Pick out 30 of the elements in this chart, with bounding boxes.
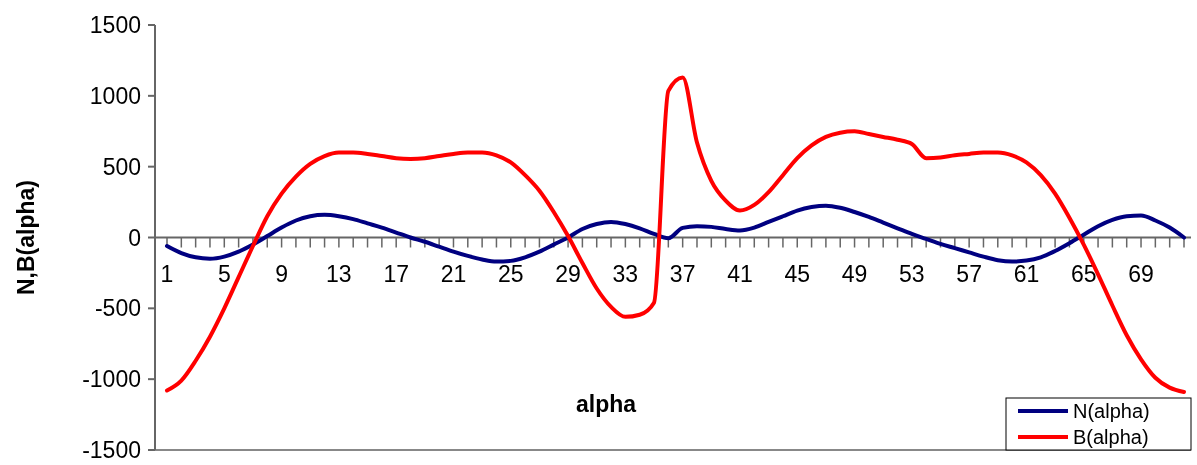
y-tick-label: 1000 (89, 82, 141, 109)
x-tick-label: 5 (217, 260, 231, 287)
x-tick-label: 61 (1013, 260, 1040, 287)
y-tick-label: 0 (128, 224, 141, 251)
y-axis-title: N,B(alpha) (13, 180, 39, 295)
x-tick-label: 41 (727, 260, 753, 287)
x-tick-label: 69 (1128, 260, 1154, 287)
x-tick-label: 29 (555, 260, 581, 287)
x-tick-label: 53 (899, 260, 925, 287)
x-tick-label: 21 (440, 260, 467, 287)
x-tick-label: 17 (383, 260, 409, 287)
x-tick-label: 25 (497, 260, 524, 287)
x-axis-title: alpha (575, 391, 637, 417)
y-tick-label: -1500 (82, 437, 141, 464)
x-tick-label: 49 (841, 260, 868, 287)
x-tick-label: 57 (956, 260, 982, 287)
x-tick-label: 9 (275, 260, 288, 287)
x-tick-label: 1 (160, 260, 174, 287)
line-series (165, 203, 1186, 264)
x-tick-label: 65 (1070, 260, 1097, 287)
y-tick-label: -500 (94, 295, 141, 322)
x-tick-label: 45 (784, 260, 811, 287)
legend-label: N(alpha) (1073, 400, 1150, 422)
y-tick-label: 1500 (89, 12, 141, 39)
y-tick-label: 500 (102, 153, 141, 180)
legend-label: B(alpha) (1073, 426, 1149, 448)
x-tick-label: 13 (326, 260, 352, 287)
x-tick-label: 37 (669, 260, 696, 287)
y-tick-label: -1000 (82, 366, 141, 393)
x-tick-label: 33 (612, 260, 639, 287)
